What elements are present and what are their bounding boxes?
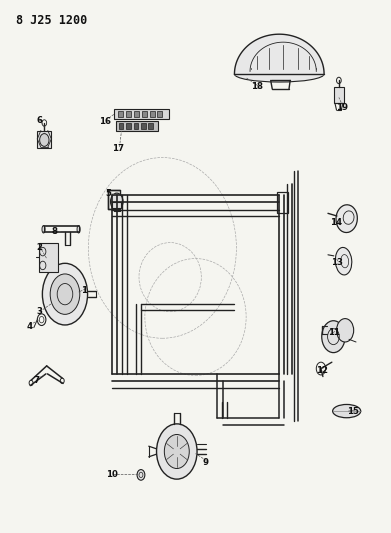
Bar (134, 123, 138, 130)
Bar (112, 201, 122, 208)
Bar (37, 132, 51, 149)
Bar (39, 243, 57, 272)
Text: 12: 12 (316, 366, 328, 375)
Bar (142, 111, 147, 117)
Bar (141, 123, 145, 130)
Bar (334, 87, 344, 103)
Circle shape (42, 263, 88, 325)
Bar (126, 123, 131, 130)
Bar (108, 190, 120, 209)
Circle shape (337, 319, 354, 342)
Circle shape (137, 470, 145, 480)
Bar (119, 123, 124, 130)
Bar (149, 111, 154, 117)
Text: 18: 18 (251, 82, 263, 91)
Text: 3: 3 (37, 307, 43, 316)
Ellipse shape (235, 66, 324, 82)
Bar (118, 111, 124, 117)
Ellipse shape (336, 205, 357, 232)
Text: 7: 7 (34, 376, 39, 385)
Bar (134, 111, 139, 117)
Bar (116, 122, 158, 131)
Circle shape (156, 424, 197, 479)
Bar (126, 111, 131, 117)
Text: 15: 15 (347, 407, 359, 416)
Ellipse shape (42, 225, 45, 233)
Bar (157, 111, 162, 117)
Text: 4: 4 (27, 321, 33, 330)
Text: 14: 14 (330, 219, 343, 228)
Text: 13: 13 (330, 258, 343, 266)
Text: 8 J25 1200: 8 J25 1200 (16, 14, 88, 27)
Ellipse shape (335, 247, 352, 275)
Text: 10: 10 (106, 471, 118, 479)
Circle shape (39, 134, 49, 147)
Ellipse shape (333, 405, 361, 418)
Text: 8: 8 (52, 228, 57, 237)
Text: 6: 6 (37, 116, 43, 125)
Text: 2: 2 (37, 244, 43, 253)
Circle shape (50, 274, 80, 314)
Text: 16: 16 (99, 117, 111, 126)
Ellipse shape (77, 225, 80, 233)
Text: 9: 9 (202, 458, 208, 466)
Text: 11: 11 (328, 328, 340, 337)
Text: 5: 5 (105, 189, 111, 198)
Circle shape (164, 434, 189, 469)
Circle shape (111, 193, 123, 210)
Bar (148, 123, 153, 130)
Circle shape (322, 321, 345, 353)
Bar (276, 192, 288, 213)
Text: 19: 19 (335, 102, 348, 111)
Text: 1: 1 (81, 286, 88, 295)
Text: 17: 17 (112, 144, 124, 153)
Bar (115, 109, 169, 119)
